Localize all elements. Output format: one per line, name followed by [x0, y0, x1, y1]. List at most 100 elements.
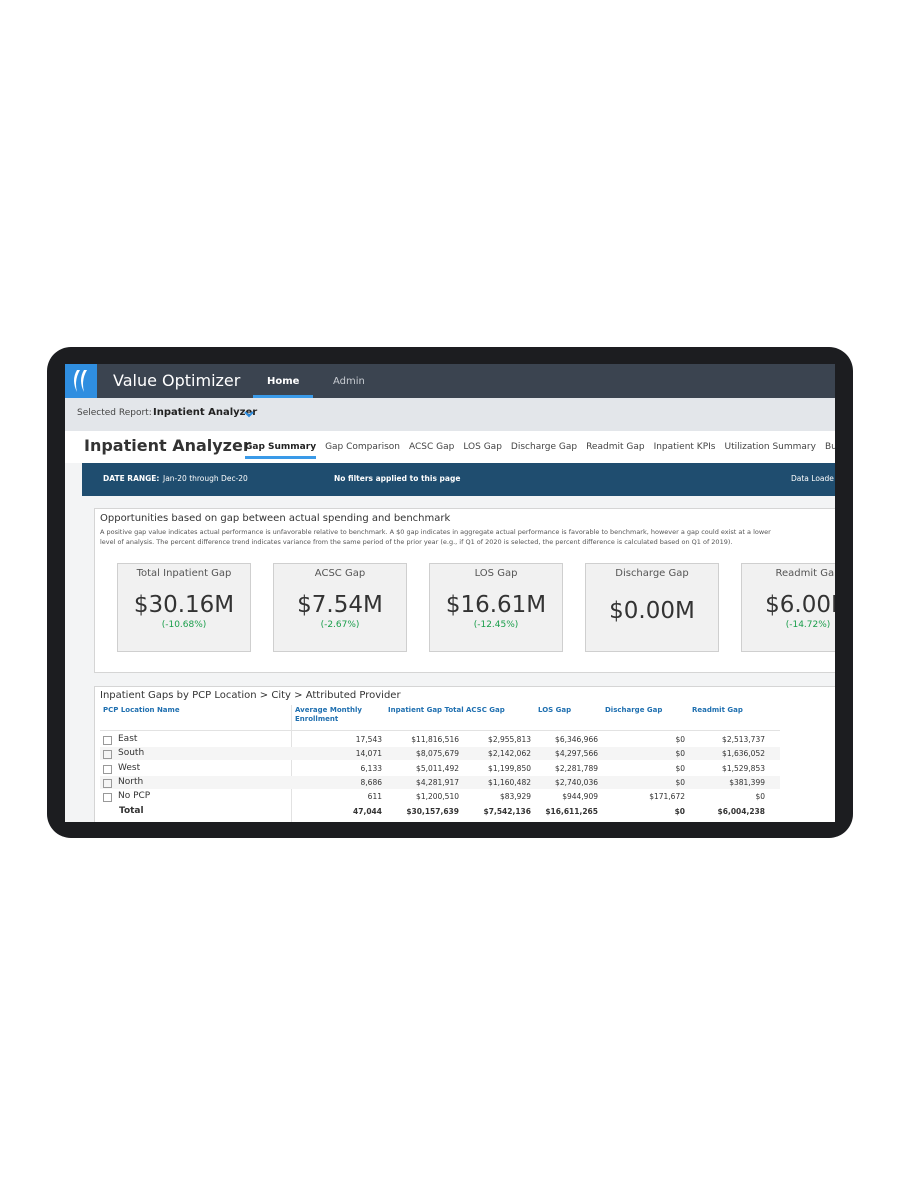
column-header[interactable]: LOS Gap: [538, 706, 572, 714]
table-cell: $381,399: [729, 777, 765, 787]
tab[interactable]: Bundles: [824, 442, 835, 452]
column-header[interactable]: Average Monthly Enrollment: [295, 706, 362, 723]
table-cell: 47,044: [353, 806, 382, 816]
kpi-change: (-12.45%): [473, 620, 519, 630]
summary-card: Opportunities based on gap between actua…: [94, 508, 835, 673]
nav-admin[interactable]: Admin: [333, 376, 365, 387]
dropdown-icon[interactable]: [243, 409, 255, 419]
tab[interactable]: Inpatient KPIs: [653, 442, 716, 452]
table-cell: 14,071: [355, 749, 382, 759]
table-cell: $944,909: [562, 792, 598, 802]
screen: Value Optimizer Home Admin Selected Repo…: [65, 364, 835, 822]
column-header[interactable]: Readmit Gap: [692, 706, 743, 714]
date-label: DATE RANGE:: [103, 474, 160, 483]
table-cell: 17,543: [355, 735, 382, 744]
header-rule: [100, 730, 780, 731]
table-cell: $4,297,566: [555, 749, 598, 759]
expand-icon[interactable]: [103, 750, 112, 760]
filter-status: No filters applied to this page: [334, 474, 461, 483]
table-cell: East: [118, 734, 138, 744]
table-cell: North: [118, 776, 144, 787]
page-title: Inpatient Analyzer: [84, 436, 251, 455]
table-cell: 611: [367, 792, 382, 802]
kpi-value: $0.00M: [609, 598, 695, 624]
kpi-change: (-10.68%): [161, 620, 207, 630]
expand-icon[interactable]: [103, 764, 112, 774]
kpi-label: LOS Gap: [474, 568, 518, 579]
table-cell: $5,011,492: [416, 763, 459, 773]
table-cell: $171,672: [649, 792, 685, 802]
table-cell: $1,199,850: [488, 763, 531, 773]
summary-desc: A positive gap value indicates actual pe…: [100, 528, 771, 536]
kpi-change: (-14.72%): [785, 620, 831, 630]
table-cell: Total: [119, 805, 144, 816]
date-value: Jan-20 through Dec-20: [163, 474, 248, 483]
table-cell: $1,636,052: [722, 749, 765, 759]
tab[interactable]: ACSC Gap: [409, 442, 455, 452]
kpi-tile: Readmit Gap $6.00M (-14.72%): [741, 563, 835, 652]
kpi-value: $30.16M: [133, 592, 235, 618]
tab[interactable]: Readmit Gap: [586, 442, 645, 452]
column-header[interactable]: Inpatient Gap Total: [388, 706, 464, 714]
table-cell: $0: [675, 763, 685, 773]
table-cell: $0: [675, 735, 685, 744]
column-header[interactable]: Discharge Gap: [605, 706, 663, 714]
table-cell: $0: [675, 777, 685, 787]
table-cell: $4,281,917: [416, 777, 459, 787]
column-header[interactable]: ACSC Gap: [466, 706, 505, 714]
table-cell: $11,816,516: [411, 735, 459, 744]
logo-icon: [74, 370, 87, 392]
table-cell: $83,929: [499, 792, 531, 802]
table-cell: $8,075,679: [416, 749, 459, 759]
table-cell: $2,513,737: [722, 735, 765, 744]
kpi-tile: Total Inpatient Gap $30.16M (-10.68%): [117, 563, 251, 652]
table-cell: $2,740,036: [555, 777, 598, 787]
nav-underline: [253, 395, 313, 398]
table-cell: West: [118, 762, 141, 773]
table-cell: $0: [674, 806, 685, 816]
table-cell: South: [118, 748, 145, 759]
tabs: Gap Summary Gap Comparison ACSC Gap LOS Gap…: [245, 442, 835, 459]
kpi-label: Total Inpatient Gap: [136, 568, 232, 579]
tab[interactable]: Gap Comparison: [325, 442, 401, 452]
app-title: Value Optimizer: [113, 371, 241, 390]
expand-icon[interactable]: [103, 778, 112, 788]
top-bar: [65, 364, 835, 398]
report-bar: [65, 398, 835, 431]
table-cell: 6,133: [360, 763, 382, 773]
summary-title: Opportunities based on gap between actua…: [100, 513, 451, 524]
tab[interactable]: LOS Gap: [463, 442, 502, 452]
kpi-label: ACSC Gap: [314, 568, 366, 579]
table-cell: $2,955,813: [488, 735, 531, 744]
expand-icon[interactable]: [103, 793, 112, 803]
table-cell: $0: [675, 749, 685, 759]
row-stripe: [100, 775, 780, 789]
row-stripe: [100, 747, 780, 761]
expand-icon[interactable]: [103, 736, 112, 745]
table-cell: $2,142,062: [488, 749, 531, 759]
report-label: Selected Report:: [77, 408, 152, 418]
kpi-tile: ACSC Gap $7.54M (-2.67%): [273, 563, 407, 652]
title-row: [65, 431, 835, 463]
table-cell: No PCP: [118, 791, 151, 802]
nav-home[interactable]: Home: [267, 376, 300, 387]
tab[interactable]: Gap Summary: [245, 442, 317, 459]
report-select[interactable]: Inpatient Analyzer: [153, 407, 258, 418]
table-cell: $1,160,482: [488, 777, 531, 787]
table-cell: $2,281,789: [555, 763, 598, 773]
data-loaded: Data Loade: [791, 474, 834, 483]
kpi-label: Discharge Gap: [615, 568, 689, 579]
tab[interactable]: Discharge Gap: [510, 442, 578, 452]
table-cell: $0: [755, 792, 765, 802]
filter-bar: [82, 463, 835, 496]
table-cell: $16,611,265: [545, 806, 598, 816]
tab[interactable]: Utilization Summary: [724, 442, 816, 452]
column-header[interactable]: PCP Location Name: [103, 706, 180, 714]
table-cell: $6,004,238: [717, 806, 765, 816]
kpi-change: (-2.67%): [320, 620, 360, 630]
table-cell: $1,529,853: [722, 763, 765, 773]
column-divider: [291, 705, 292, 822]
table-cell: 8,686: [360, 777, 382, 787]
kpi-tile: LOS Gap $16.61M (-12.45%): [429, 563, 563, 652]
